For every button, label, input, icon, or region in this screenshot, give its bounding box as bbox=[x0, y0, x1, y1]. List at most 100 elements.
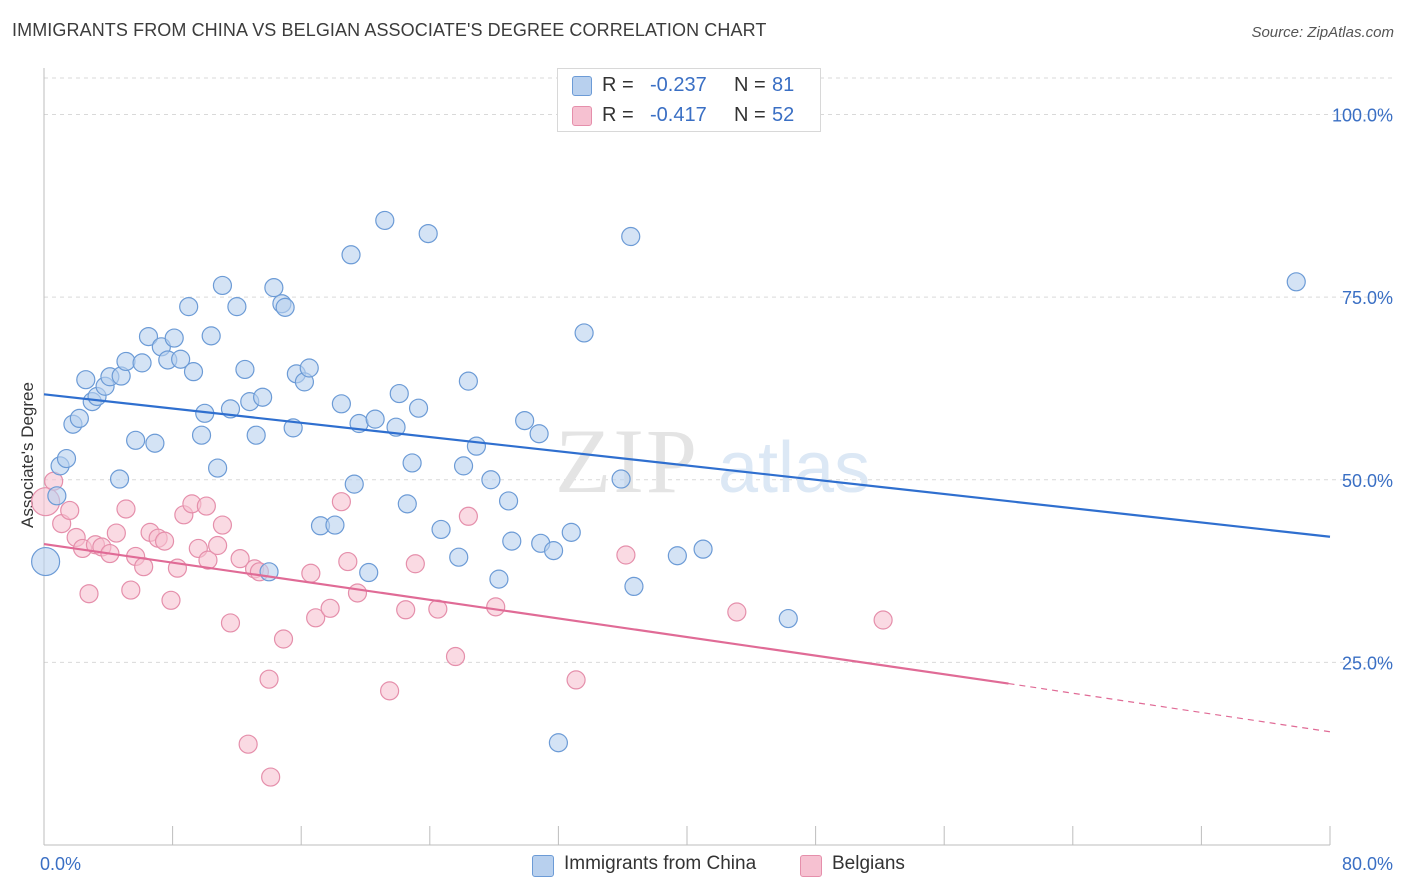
watermark-zip: ZIP bbox=[555, 410, 699, 512]
belgians-point bbox=[208, 535, 228, 556]
r-label: R = bbox=[602, 104, 634, 126]
legend-label: Belgians bbox=[832, 853, 905, 874]
china-point bbox=[138, 326, 159, 347]
china-point bbox=[449, 547, 469, 567]
belgians-point bbox=[405, 554, 425, 574]
china-point bbox=[481, 470, 501, 490]
china-point bbox=[359, 562, 379, 583]
china-point bbox=[502, 531, 522, 551]
china-point bbox=[543, 541, 564, 561]
china-point bbox=[466, 436, 487, 456]
belgians-point bbox=[727, 602, 747, 622]
belgians-point bbox=[198, 550, 218, 570]
belgians-point bbox=[60, 500, 80, 521]
china-point bbox=[621, 226, 641, 247]
belgians-point bbox=[306, 608, 326, 628]
china-point bbox=[418, 223, 438, 244]
belgians-point bbox=[301, 563, 321, 583]
belgians-point bbox=[616, 545, 636, 565]
china-point bbox=[778, 608, 798, 629]
china-point bbox=[402, 453, 422, 473]
china-point bbox=[212, 275, 233, 296]
belgians-point bbox=[238, 734, 258, 754]
china-point bbox=[299, 358, 319, 378]
belgians-point bbox=[161, 590, 181, 610]
belgians-point bbox=[79, 584, 99, 604]
china-swatch bbox=[572, 76, 592, 96]
trend-lines bbox=[43, 393, 1331, 733]
belgians-point bbox=[445, 646, 466, 667]
china-point bbox=[365, 409, 385, 429]
stats-row-belgians: R = -0.417 N = 52 bbox=[558, 100, 820, 130]
r-value: -0.417 bbox=[650, 104, 707, 126]
x-tick-label: 0.0% bbox=[40, 854, 81, 874]
china-point bbox=[235, 359, 255, 380]
china-point bbox=[31, 546, 61, 577]
china-point bbox=[1286, 272, 1306, 292]
belgians-point bbox=[273, 629, 294, 649]
belgians-point bbox=[320, 598, 340, 618]
china-point bbox=[458, 371, 478, 391]
china-point bbox=[69, 408, 89, 429]
trend-line bbox=[43, 393, 1331, 538]
legend: Immigrants from China Belgians bbox=[0, 852, 1406, 878]
china-point bbox=[47, 486, 67, 506]
china-point bbox=[693, 539, 713, 559]
belgians-point bbox=[220, 613, 241, 633]
china-point bbox=[145, 433, 165, 453]
china-point bbox=[386, 417, 406, 437]
belgians-point bbox=[396, 600, 416, 620]
china-points bbox=[31, 210, 1306, 753]
belgians-point bbox=[259, 669, 279, 689]
china-point bbox=[183, 362, 204, 382]
china-point bbox=[253, 387, 273, 407]
china-point bbox=[529, 424, 549, 444]
china-point bbox=[264, 278, 284, 298]
china-point bbox=[132, 353, 152, 373]
y-tick-label: 50.0% bbox=[1342, 471, 1393, 491]
china-point bbox=[453, 456, 474, 476]
n-value: 52 bbox=[772, 104, 795, 126]
china-point bbox=[325, 515, 345, 535]
china-point bbox=[227, 297, 247, 317]
r-value: -0.237 bbox=[650, 74, 707, 96]
china-point bbox=[548, 733, 569, 753]
y-tick-label: 75.0% bbox=[1342, 288, 1393, 308]
belgians-point bbox=[873, 610, 893, 630]
china-point bbox=[341, 245, 361, 265]
y-tick-label: 25.0% bbox=[1342, 653, 1393, 673]
belgians-point bbox=[486, 597, 506, 617]
belgians-point bbox=[212, 515, 233, 535]
source-label: Source: ZipAtlas.com bbox=[1251, 24, 1394, 41]
r-label: R = bbox=[602, 74, 634, 96]
china-point bbox=[515, 410, 535, 431]
china-point bbox=[208, 458, 228, 478]
china-point bbox=[489, 569, 509, 589]
china-point bbox=[574, 323, 594, 343]
china-point bbox=[275, 297, 295, 317]
belgians-point bbox=[380, 681, 400, 701]
china-point bbox=[331, 394, 351, 414]
belgians-point bbox=[261, 767, 281, 787]
china-point bbox=[344, 474, 364, 494]
axes bbox=[43, 68, 1331, 846]
belgians-point bbox=[458, 506, 478, 526]
chart-title: IMMIGRANTS FROM CHINA VS BELGIAN ASSOCIA… bbox=[12, 20, 767, 40]
trend-line-extension bbox=[1008, 682, 1331, 733]
china-point bbox=[397, 494, 417, 514]
china-point bbox=[179, 297, 199, 317]
y-tick-label: 100.0% bbox=[1332, 106, 1393, 126]
belgians-point bbox=[338, 551, 358, 572]
china-point bbox=[389, 383, 409, 404]
x-tick-label: 80.0% bbox=[1342, 854, 1393, 874]
china-swatch bbox=[532, 855, 554, 877]
trend-line bbox=[43, 542, 1009, 685]
n-value: 81 bbox=[772, 74, 795, 96]
china-point bbox=[431, 519, 451, 540]
china-point bbox=[164, 328, 184, 348]
china-point bbox=[76, 370, 96, 390]
belgians-points bbox=[31, 471, 893, 787]
watermark: ZIP atlas bbox=[555, 410, 870, 512]
china-point bbox=[171, 349, 191, 369]
